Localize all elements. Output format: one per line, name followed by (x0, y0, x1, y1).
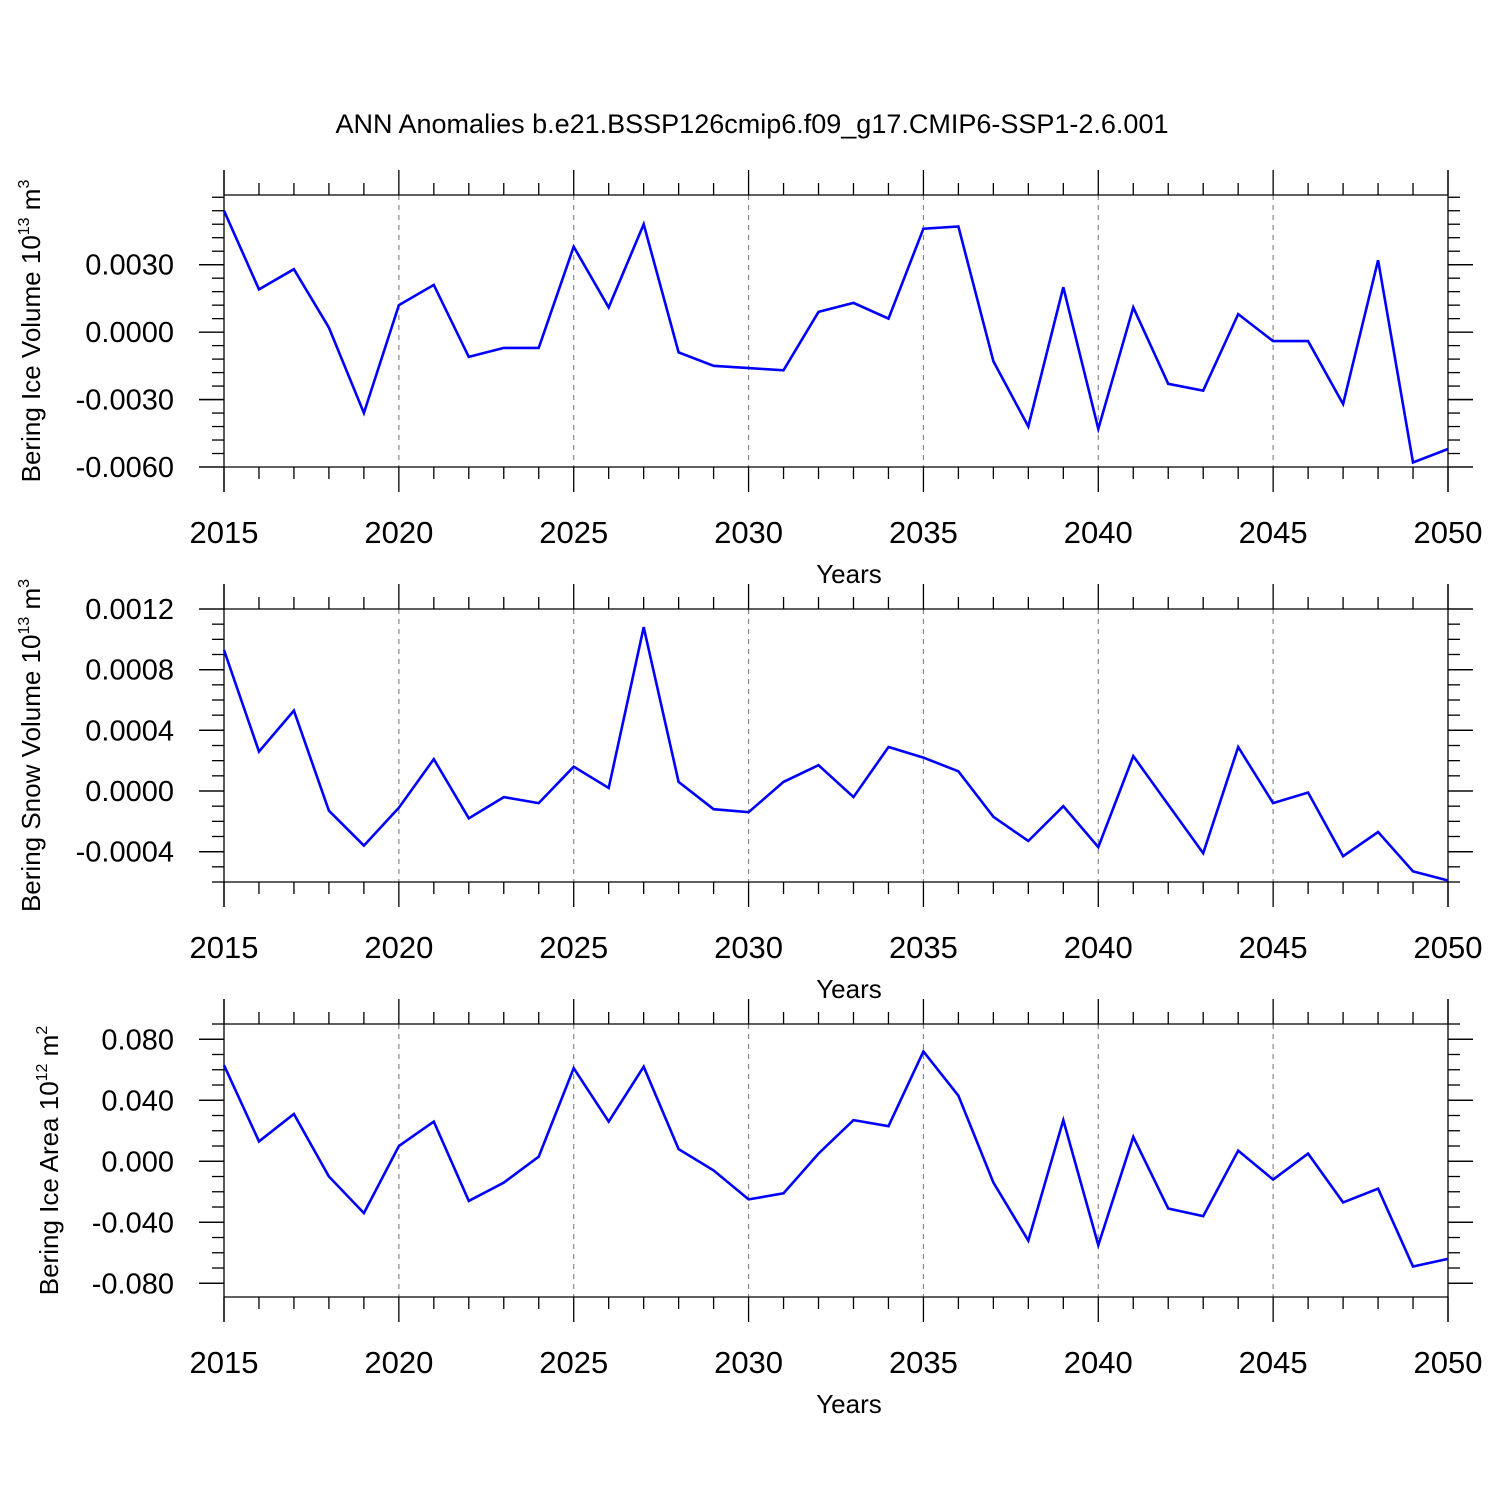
x-tick-label: 2020 (364, 1345, 433, 1380)
y-axis-label-exponent: 13 (16, 217, 33, 235)
x-tick-label: 2015 (190, 515, 259, 550)
y-axis-label-unit-exponent: 3 (16, 180, 33, 189)
x-tick-label: 2045 (1239, 515, 1308, 550)
y-axis-label-unit: m (16, 588, 46, 617)
figure-title: ANN Anomalies b.e21.BSSP126cmip6.f09_g17… (336, 109, 1169, 139)
series-line (222, 626, 1449, 882)
x-tick-label: 2040 (1064, 1345, 1133, 1380)
chart-panel-3: 2015 2020 2025 2030 2035 2040 2045 2050 Years 0.0… (34, 999, 1482, 1419)
y-tick-label: 0.080 (101, 1024, 174, 1056)
y-axis-label-text: Bering Ice Area 10 (34, 1081, 64, 1295)
x-tick-label: 2025 (539, 1345, 608, 1380)
x-tick-label: 2015 (190, 1345, 259, 1380)
x-tick-label: 2025 (539, 515, 608, 550)
x-tick-label: 2050 (1414, 930, 1483, 965)
y-axis-label: Bering Ice Volume 1013 m3 (16, 180, 46, 483)
y-axis-label: Bering Ice Area 1012 m2 (34, 1026, 64, 1296)
x-tick-label: 2050 (1414, 515, 1483, 550)
y-tick-label: -0.0060 (76, 452, 174, 484)
y-tick-label: -0.0030 (76, 385, 174, 417)
y-axis-label-exponent: 13 (16, 617, 33, 635)
y-axis-label-text: Bering Snow Volume 10 (16, 635, 46, 913)
x-tick-label: 2040 (1064, 930, 1133, 965)
y-axis-label-text: Bering Ice Volume 10 (16, 235, 46, 482)
y-tick-label: 0.0012 (85, 594, 174, 626)
y-tick-label: -0.0004 (76, 837, 174, 869)
y-tick-label: 0.0000 (85, 776, 174, 808)
y-tick-label: 0.0030 (85, 250, 174, 282)
x-tick-label: 2045 (1239, 930, 1308, 965)
y-tick-label: -0.040 (92, 1207, 174, 1239)
x-tick-label: 2015 (190, 930, 259, 965)
y-tick-label: 0.0004 (85, 715, 174, 747)
y-tick-label: 0.0000 (85, 317, 174, 349)
y-tick-label: 0.040 (101, 1085, 174, 1117)
x-tick-label: 2045 (1239, 1345, 1308, 1380)
y-tick-label: 0.000 (101, 1146, 174, 1178)
series-line (222, 1049, 1449, 1268)
x-tick-label: 2035 (889, 1345, 958, 1380)
y-axis-label: Bering Snow Volume 1013 m3 (16, 579, 46, 912)
chart-panel-1: 2015 2020 2025 2030 2035 2040 2045 2050 Years 0.0… (16, 170, 1482, 589)
x-axis-label: Years (816, 559, 882, 589)
y-tick-label: -0.080 (92, 1268, 174, 1300)
x-axis-label: Years (816, 974, 882, 1004)
y-axis-label-exponent: 12 (34, 1063, 51, 1081)
y-axis-label-unit-exponent: 3 (16, 579, 33, 588)
y-axis-label-unit: m (16, 189, 46, 218)
x-tick-label: 2040 (1064, 515, 1133, 550)
x-tick-label: 2030 (714, 1345, 783, 1380)
y-axis-label-unit-exponent: 2 (34, 1026, 51, 1035)
x-tick-label: 2020 (364, 515, 433, 550)
y-tick-label: 0.0008 (85, 655, 174, 687)
x-tick-label: 2025 (539, 930, 608, 965)
x-tick-label: 2050 (1414, 1345, 1483, 1380)
y-axis-label-unit: m (34, 1035, 64, 1064)
x-tick-label: 2030 (714, 515, 783, 550)
chart-panel-2: 2015 2020 2025 2030 2035 2040 2045 2050 Years 0.0… (16, 579, 1482, 1004)
x-axis-label: Years (816, 1389, 882, 1419)
x-tick-label: 2035 (889, 930, 958, 965)
x-tick-label: 2030 (714, 930, 783, 965)
x-tick-label: 2020 (364, 930, 433, 965)
series-line (222, 210, 1449, 465)
x-tick-label: 2035 (889, 515, 958, 550)
panels: 2015 2020 2025 2030 2035 2040 2045 2050 Years 0.0… (16, 170, 1482, 1419)
